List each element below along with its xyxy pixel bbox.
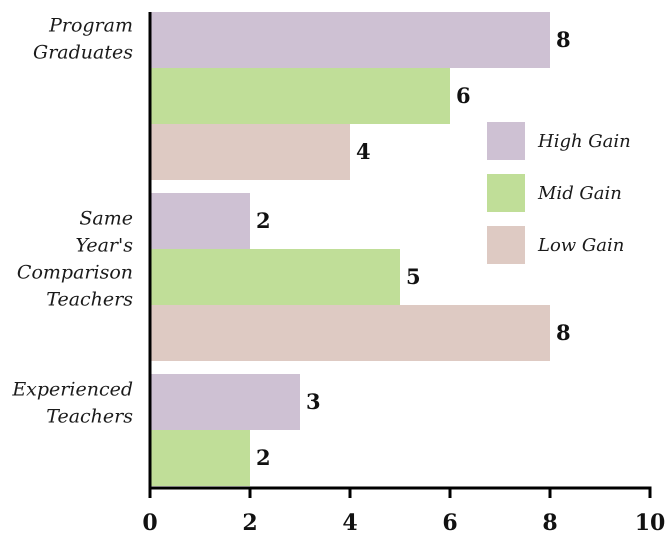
legend-swatch-mid-gain <box>487 174 525 212</box>
x-tick-label-0: 0 <box>142 510 157 536</box>
value-label-high-gain-1: 2 <box>256 208 271 233</box>
value-label-mid-gain-0: 6 <box>456 83 471 108</box>
legend-swatch-low-gain <box>487 226 525 264</box>
category-label-1: Same Year's Comparison Teachers <box>17 208 133 311</box>
bar-high-gain-1 <box>150 193 250 249</box>
value-label-high-gain-0: 8 <box>556 27 571 52</box>
category-labels-layer: Program Graduates Same Year's Comparison Teac… <box>11 15 133 428</box>
bar-high-gain-0 <box>150 12 550 68</box>
legend-swatch-high-gain <box>487 122 525 160</box>
value-label-mid-gain-2: 2 <box>256 445 271 470</box>
category-label-0: Program Graduates <box>33 15 133 64</box>
bar-mid-gain-0 <box>150 68 450 124</box>
value-label-low-gain-1: 8 <box>556 320 571 345</box>
x-tick-label-6: 6 <box>442 510 457 536</box>
legend-label-high-gain: High Gain <box>537 131 631 152</box>
legend-label-low-gain: Low Gain <box>537 235 624 256</box>
bars-layer <box>150 12 550 486</box>
legend: High Gain Mid Gain Low Gain <box>487 122 631 264</box>
legend-label-mid-gain: Mid Gain <box>537 183 622 204</box>
x-tick-label-4: 4 <box>342 510 357 536</box>
x-tick-label-10: 10 <box>635 510 666 536</box>
bar-mid-gain-1 <box>150 249 400 305</box>
x-tick-label-8: 8 <box>542 510 557 536</box>
category-label-2: Experienced Teachers <box>11 379 133 428</box>
axes-layer: 0 2 4 6 8 10 <box>142 12 665 536</box>
bar-low-gain-0 <box>150 124 350 180</box>
value-label-low-gain-0: 4 <box>356 139 371 164</box>
value-labels-layer: 8 6 4 2 5 8 3 2 <box>256 27 571 470</box>
value-label-mid-gain-1: 5 <box>406 264 421 289</box>
bar-low-gain-1 <box>150 305 550 361</box>
value-label-high-gain-2: 3 <box>306 389 321 414</box>
bar-mid-gain-2 <box>150 430 250 486</box>
x-tick-label-2: 2 <box>242 510 257 536</box>
bar-high-gain-2 <box>150 374 300 430</box>
